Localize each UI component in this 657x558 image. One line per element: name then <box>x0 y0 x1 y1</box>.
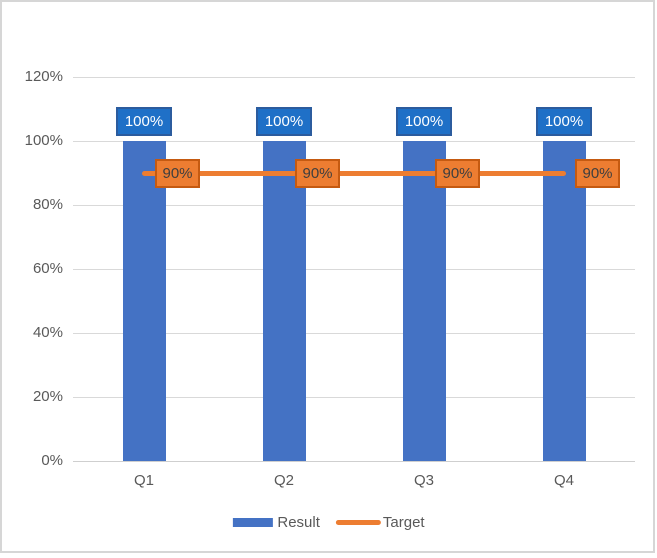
x-axis-label-q1: Q1 <box>133 472 154 489</box>
result-data-label-q4[interactable]: 100% <box>536 107 592 136</box>
y-axis-label-80: 80% <box>32 196 63 213</box>
legend: Result Target <box>232 514 425 531</box>
bar-q3[interactable] <box>402 141 446 461</box>
target-line[interactable] <box>142 171 566 176</box>
result-data-label-q1[interactable]: 100% <box>116 107 172 136</box>
gridline-20 <box>73 397 635 398</box>
legend-item-target[interactable]: Target <box>335 514 425 531</box>
bar-q1[interactable] <box>122 141 166 461</box>
bar-q2[interactable] <box>262 141 306 461</box>
gridline-100 <box>73 141 635 142</box>
y-axis-label-20: 20% <box>32 388 63 405</box>
x-axis-label-q4: Q4 <box>553 472 574 489</box>
x-axis-label-q2: Q2 <box>273 472 294 489</box>
legend-result-swatch-icon <box>232 518 273 527</box>
y-axis-label-60: 60% <box>32 260 63 277</box>
legend-target-swatch-icon <box>335 520 381 525</box>
target-data-label-q1[interactable]: 90% <box>155 159 200 188</box>
y-axis-label-40: 40% <box>32 324 63 341</box>
bar-q4[interactable] <box>542 141 586 461</box>
target-data-label-q4[interactable]: 90% <box>575 159 620 188</box>
x-axis-label-q3: Q3 <box>413 472 434 489</box>
gridline-40 <box>73 333 635 334</box>
target-data-label-q3[interactable]: 90% <box>435 159 480 188</box>
gridline-80 <box>73 205 635 206</box>
y-axis-label-120: 120% <box>24 68 63 85</box>
result-data-label-q3[interactable]: 100% <box>396 107 452 136</box>
result-data-label-q2[interactable]: 100% <box>256 107 312 136</box>
legend-item-result[interactable]: Result <box>232 514 320 531</box>
gridline-0 <box>73 461 635 462</box>
y-axis-label-0: 0% <box>41 452 63 469</box>
gridline-60 <box>73 269 635 270</box>
gridline-120 <box>73 77 635 78</box>
y-axis-label-100: 100% <box>24 132 63 149</box>
target-data-label-q2[interactable]: 90% <box>295 159 340 188</box>
legend-label-target: Target <box>382 514 425 531</box>
legend-label-result: Result <box>277 514 320 531</box>
